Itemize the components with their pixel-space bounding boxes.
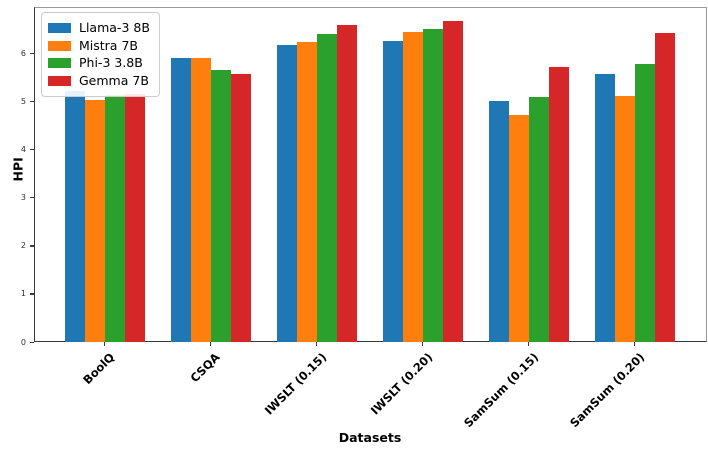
x-tick-label: SamSum (0.15) bbox=[460, 350, 541, 431]
bar-gemma-7b-0 bbox=[125, 93, 145, 342]
bar-llama-3-8b-4 bbox=[489, 100, 509, 342]
y-tick-label: 5 bbox=[20, 97, 26, 107]
bar-llama-3-8b-0 bbox=[65, 91, 85, 342]
bar-phi-3-3.8b-3 bbox=[423, 28, 443, 342]
legend-row: Phi-3 3.8B bbox=[48, 55, 151, 72]
bar-phi-3-3.8b-1 bbox=[211, 69, 231, 342]
bar-mistra-7b-3 bbox=[403, 31, 423, 342]
bar-mistra-7b-1 bbox=[191, 58, 211, 342]
bar-gemma-7b-1 bbox=[231, 74, 251, 342]
x-tick-mark bbox=[209, 342, 211, 346]
legend-swatch bbox=[48, 40, 71, 51]
x-tick-mark bbox=[527, 342, 529, 346]
y-tick-mark bbox=[30, 293, 34, 295]
y-tick-mark bbox=[30, 149, 34, 151]
bar-mistra-7b-5 bbox=[615, 95, 635, 342]
legend-label: Mistra 7B bbox=[79, 37, 138, 53]
x-tick-label: BoolQ bbox=[79, 350, 117, 387]
bar-llama-3-8b-2 bbox=[277, 45, 297, 342]
x-tick-mark bbox=[421, 342, 423, 346]
x-tick-label: SamSum (0.20) bbox=[566, 350, 647, 431]
legend: Llama-3 8B Mistra 7B Phi-3 3.8B Gemma 7B bbox=[41, 12, 160, 97]
bar-mistra-7b-2 bbox=[297, 42, 317, 342]
legend-row: Llama-3 8B bbox=[48, 20, 151, 37]
y-tick-mark bbox=[30, 245, 34, 247]
y-tick-mark bbox=[30, 53, 34, 55]
legend-row: Gemma 7B bbox=[48, 73, 151, 90]
x-tick-label: IWSLT (0.15) bbox=[261, 350, 329, 418]
bar-phi-3-3.8b-2 bbox=[317, 34, 337, 342]
bar-llama-3-8b-1 bbox=[171, 58, 191, 342]
bar-llama-3-8b-3 bbox=[383, 41, 403, 342]
legend-label: Gemma 7B bbox=[79, 72, 149, 88]
y-tick-mark bbox=[30, 101, 34, 103]
bar-mistra-7b-0 bbox=[85, 99, 105, 342]
x-tick-label: IWSLT (0.20) bbox=[367, 350, 435, 418]
bar-phi-3-3.8b-0 bbox=[105, 94, 125, 342]
legend-swatch bbox=[48, 58, 71, 69]
y-tick-mark bbox=[30, 197, 34, 199]
x-tick-mark bbox=[633, 342, 635, 346]
bar-gemma-7b-2 bbox=[337, 25, 357, 342]
bar-gemma-7b-4 bbox=[549, 67, 569, 342]
x-tick-mark bbox=[315, 342, 317, 346]
bar-gemma-7b-3 bbox=[443, 21, 463, 342]
x-axis-label: Datasets bbox=[338, 430, 402, 445]
legend-row: Mistra 7B bbox=[48, 38, 151, 55]
y-tick-label: 4 bbox=[20, 145, 26, 155]
y-axis-label: HPI bbox=[10, 157, 26, 182]
legend-label: Llama-3 8B bbox=[79, 20, 150, 36]
plot-area: Llama-3 8B Mistra 7B Phi-3 3.8B Gemma 7B bbox=[34, 7, 707, 342]
bar-llama-3-8b-5 bbox=[595, 74, 615, 342]
bar-mistra-7b-4 bbox=[509, 114, 529, 342]
y-tick-label: 3 bbox=[20, 193, 26, 203]
bar-phi-3-3.8b-5 bbox=[635, 64, 655, 342]
legend-swatch bbox=[48, 75, 71, 86]
legend-swatch bbox=[48, 23, 71, 34]
x-tick-mark bbox=[103, 342, 105, 346]
y-tick-label: 0 bbox=[20, 337, 26, 347]
legend-label: Phi-3 3.8B bbox=[79, 55, 143, 71]
y-tick-label: 6 bbox=[20, 49, 26, 59]
bar-phi-3-3.8b-4 bbox=[529, 96, 549, 342]
y-tick-label: 1 bbox=[20, 289, 26, 299]
bar-gemma-7b-5 bbox=[655, 33, 675, 342]
x-tick-label: CSQA bbox=[187, 350, 223, 386]
y-tick-label: 2 bbox=[20, 241, 26, 251]
y-tick-mark bbox=[30, 341, 34, 343]
